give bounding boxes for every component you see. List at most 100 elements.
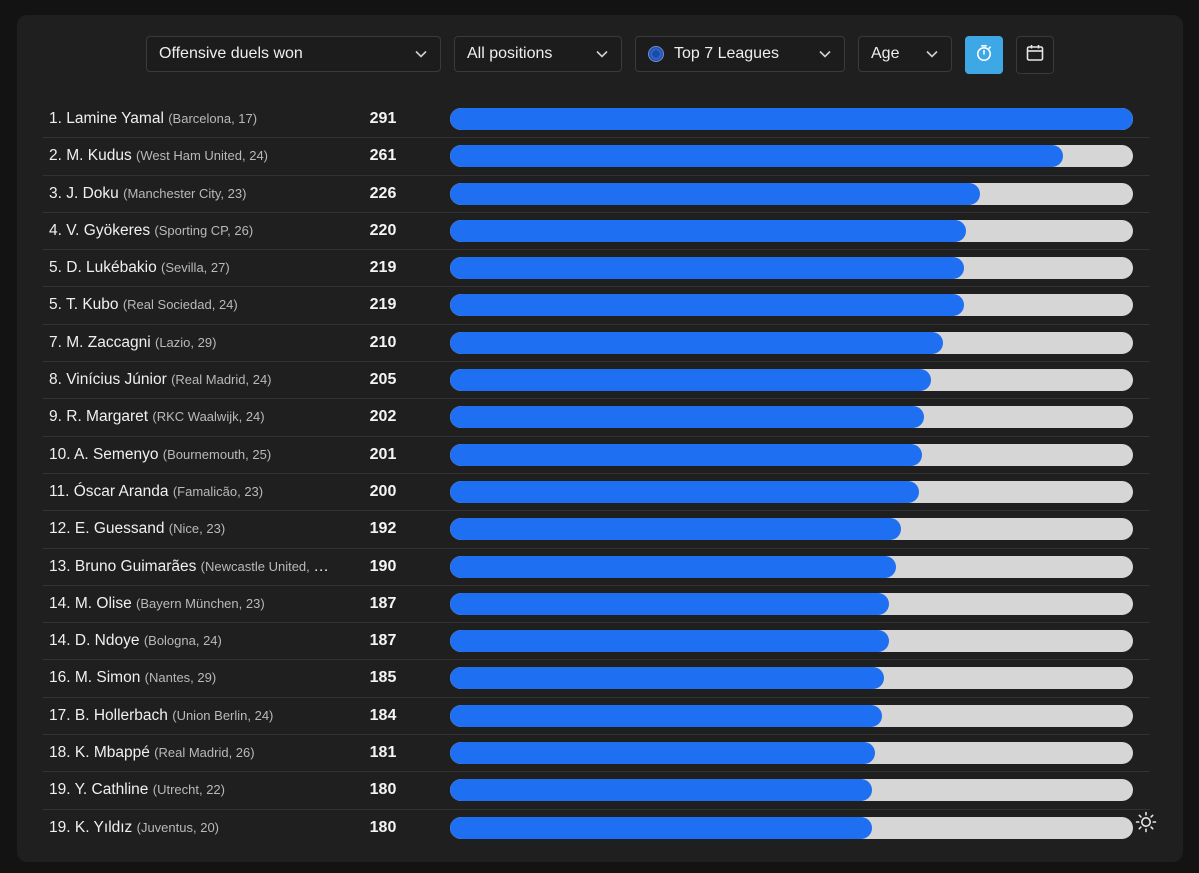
player-name-cell: 9. R. Margaret (RKC Waalwijk, 24) xyxy=(49,399,329,435)
value-bar-fill xyxy=(450,257,964,280)
player-name: Lamine Yamal xyxy=(66,110,164,127)
timer-toggle-button[interactable] xyxy=(965,36,1003,74)
player-row[interactable]: 18. K. Mbappé (Real Madrid, 26) 181 xyxy=(43,735,1150,773)
calendar-icon xyxy=(1026,44,1044,67)
value-bar-fill xyxy=(450,108,1133,130)
player-name-cell: 19. K. Yıldız (Juventus, 20) xyxy=(49,810,329,846)
player-rank: 4. xyxy=(49,221,62,239)
player-name-cell: 14. D. Ndoye (Bologna, 24) xyxy=(49,623,329,659)
player-name: V. Gyökeres xyxy=(66,221,151,239)
player-value: 205 xyxy=(369,371,397,389)
player-value: 187 xyxy=(369,632,397,650)
player-row[interactable]: 14. M. Olise (Bayern München, 23) 187 xyxy=(43,586,1150,624)
player-row[interactable]: 4. V. Gyökeres (Sporting CP, 26) 220 xyxy=(43,213,1150,251)
player-value: 181 xyxy=(369,744,397,762)
player-value: 219 xyxy=(369,259,397,277)
value-bar-fill xyxy=(450,518,901,541)
player-name-cell: 16. M. Simon (Nantes, 29) xyxy=(49,660,329,696)
player-name-cell: 2. M. Kudus (West Ham United, 24) xyxy=(49,138,329,174)
metric-dropdown[interactable]: Offensive duels won xyxy=(146,36,441,72)
player-rank: 9. xyxy=(49,408,62,426)
player-row[interactable]: 14. D. Ndoye (Bologna, 24) 187 xyxy=(43,623,1150,661)
player-row[interactable]: 5. T. Kubo (Real Sociedad, 24) 219 xyxy=(43,287,1150,325)
player-club-age: (Utrecht, 22) xyxy=(152,782,225,798)
player-name-cell: 5. D. Lukébakio (Sevilla, 27) xyxy=(49,250,329,286)
calendar-button[interactable] xyxy=(1016,36,1054,74)
value-bar-fill xyxy=(450,630,889,653)
player-club-age: (Real Madrid, 26) xyxy=(154,745,255,761)
player-row[interactable]: 8. Vinícius Júnior (Real Madrid, 24) 205 xyxy=(43,362,1150,400)
value-bar-track xyxy=(450,742,1133,765)
player-club-age: (Sporting CP, 26) xyxy=(154,222,254,238)
player-name-cell: 17. B. Hollerbach (Union Berlin, 24) xyxy=(49,698,329,734)
player-club-age: (Real Sociedad, 24) xyxy=(122,297,238,313)
player-rank: 3. xyxy=(49,184,62,202)
player-name: A. Semenyo xyxy=(74,445,159,463)
player-row[interactable]: 17. B. Hollerbach (Union Berlin, 24) 184 xyxy=(43,698,1150,736)
player-row[interactable]: 19. K. Yıldız (Juventus, 20) 180 xyxy=(43,810,1150,847)
player-rank: 17. xyxy=(49,706,71,724)
value-bar-fill xyxy=(450,555,896,578)
player-value: 201 xyxy=(369,445,397,463)
value-bar-fill xyxy=(450,145,1063,168)
league-dropdown[interactable]: Top 7 Leagues xyxy=(635,36,845,72)
player-club-age: (Famalicão, 23) xyxy=(172,483,264,499)
value-bar-track xyxy=(450,555,1133,578)
player-rank: 5. xyxy=(49,296,62,314)
value-bar-track xyxy=(450,443,1133,466)
player-value: 261 xyxy=(369,147,397,165)
value-bar-track xyxy=(450,331,1133,354)
player-value: 184 xyxy=(369,706,397,724)
player-row[interactable]: 2. M. Kudus (West Ham United, 24) 261 xyxy=(43,138,1150,176)
player-row[interactable]: 7. M. Zaccagni (Lazio, 29) 210 xyxy=(43,325,1150,363)
age-dropdown[interactable]: Age xyxy=(858,36,952,72)
player-rank: 19. xyxy=(49,818,71,836)
chevron-down-icon xyxy=(595,47,609,61)
value-bar-fill xyxy=(450,816,873,839)
player-name-cell: 12. E. Guessand (Nice, 23) xyxy=(49,511,329,547)
player-row[interactable]: 13. Bruno Guimarães (Newcastle United, 2… xyxy=(43,549,1150,586)
player-name: T. Kubo xyxy=(65,296,119,314)
player-club-age: (Union Berlin, 24) xyxy=(172,707,274,723)
metric-dropdown-label: Offensive duels won xyxy=(159,45,303,62)
player-row[interactable]: 5. D. Lukébakio (Sevilla, 27) 219 xyxy=(43,250,1150,288)
player-club-age: (Nice, 23) xyxy=(168,521,226,537)
player-ranking-list: 1. Lamine Yamal (Barcelona, 17) 291 2. M. … xyxy=(43,101,1150,847)
value-bar-track xyxy=(450,592,1133,615)
value-bar-track xyxy=(450,480,1133,503)
player-row[interactable]: 10. A. Semenyo (Bournemouth, 25) 201 xyxy=(43,437,1150,474)
player-row[interactable]: 19. Y. Cathline (Utrecht, 22) 180 xyxy=(43,772,1150,810)
player-row[interactable]: 3. J. Doku (Manchester City, 23) 226 xyxy=(43,176,1150,213)
player-value: 226 xyxy=(369,184,397,202)
value-bar-fill xyxy=(450,667,885,690)
chevron-down-icon xyxy=(818,47,832,61)
chevron-down-icon xyxy=(414,47,428,61)
player-row[interactable]: 12. E. Guessand (Nice, 23) 192 xyxy=(43,511,1150,549)
player-name: Y. Cathline xyxy=(74,781,149,799)
player-row[interactable]: 16. M. Simon (Nantes, 29) 185 xyxy=(43,660,1150,698)
value-bar-fill xyxy=(450,331,943,354)
player-name: K. Yıldız xyxy=(74,818,133,836)
player-name: M. Zaccagni xyxy=(66,333,151,351)
player-rank: 11. xyxy=(49,482,70,500)
player-row[interactable]: 9. R. Margaret (RKC Waalwijk, 24) 202 xyxy=(43,399,1150,437)
player-name: M. Olise xyxy=(74,594,132,612)
value-bar-track xyxy=(450,219,1133,242)
sun-icon xyxy=(1135,811,1157,837)
player-name: Bruno Guimarães xyxy=(74,557,197,575)
player-rank: 7. xyxy=(49,333,62,351)
player-rank: 13. xyxy=(49,557,71,575)
filter-toolbar: Offensive duels won All positions Top 7 … xyxy=(17,36,1183,74)
leaderboard-panel: Offensive duels won All positions Top 7 … xyxy=(17,15,1183,862)
player-row[interactable]: 1. Lamine Yamal (Barcelona, 17) 291 xyxy=(43,101,1150,139)
player-name: M. Simon xyxy=(74,669,141,687)
player-row[interactable]: 11. Óscar Aranda (Famalicão, 23) 200 xyxy=(43,474,1150,512)
theme-toggle-button[interactable] xyxy=(1135,811,1157,833)
value-bar-fill xyxy=(450,742,875,765)
player-name: R. Margaret xyxy=(66,408,149,426)
player-value: 291 xyxy=(369,110,397,127)
player-name: J. Doku xyxy=(66,184,119,202)
player-name-cell: 19. Y. Cathline (Utrecht, 22) xyxy=(49,772,329,808)
player-name-cell: 4. V. Gyökeres (Sporting CP, 26) xyxy=(49,213,329,249)
position-dropdown[interactable]: All positions xyxy=(454,36,622,72)
